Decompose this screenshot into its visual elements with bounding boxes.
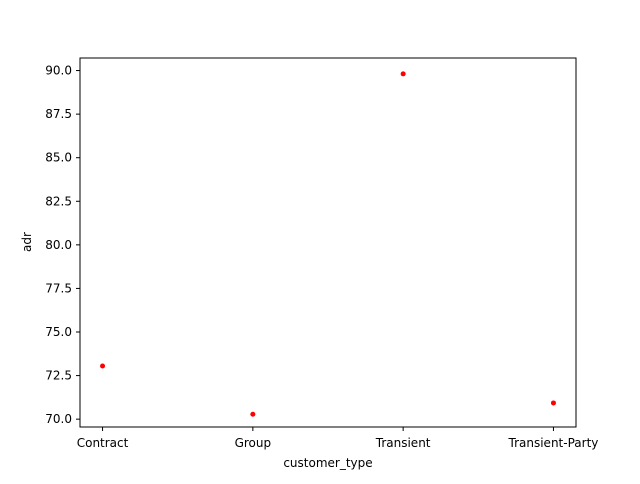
y-tick-label: 75.0 (45, 325, 72, 339)
data-point (250, 411, 256, 417)
y-tick-label: 70.0 (45, 412, 72, 426)
data-points (100, 71, 556, 417)
data-point (400, 71, 406, 77)
y-tick-label: 85.0 (45, 151, 72, 165)
y-axis: 70.0 72.5 75.0 77.5 80.0 82.5 85.0 87.5 90.0 (45, 64, 80, 426)
y-axis-label: adr (20, 232, 34, 252)
x-tick-label: Transient-Party (508, 436, 599, 450)
x-axis-label: customer_type (283, 456, 372, 470)
y-tick-label: 87.5 (45, 107, 72, 121)
y-tick-label: 90.0 (45, 64, 72, 78)
y-tick-label: 82.5 (45, 194, 72, 208)
x-axis: Contract Group Transient Transient-Party (77, 427, 599, 450)
y-tick-label: 80.0 (45, 238, 72, 252)
x-tick-label: Transient (375, 436, 431, 450)
data-point (550, 400, 556, 406)
data-point (100, 363, 106, 369)
y-tick-label: 72.5 (45, 369, 72, 383)
x-tick-label: Group (235, 436, 272, 450)
y-tick-label: 77.5 (45, 281, 72, 295)
plot-area (79, 57, 577, 428)
x-tick-label: Contract (77, 436, 129, 450)
plot-frame (79, 57, 577, 428)
